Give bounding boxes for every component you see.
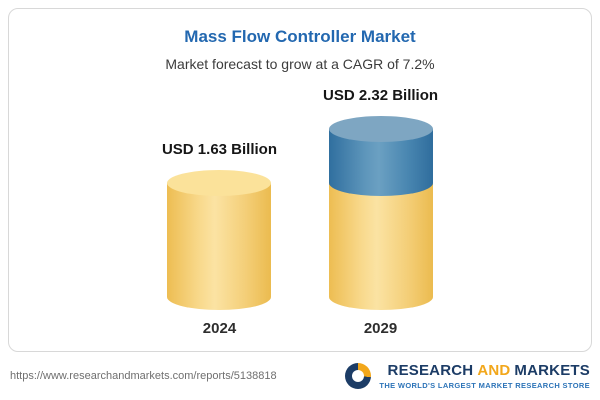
researchandmarkets-logo[interactable]: RESEARCH AND MARKETS THE WORLD'S LARGEST M…	[345, 362, 590, 390]
bar-group-2029: USD 2.32 Billion 2029	[323, 87, 438, 337]
logo-text: RESEARCH AND MARKETS THE WORLD'S LARGEST M…	[379, 362, 590, 390]
category-label-2029: 2029	[363, 320, 398, 337]
value-label-2029: USD 2.32 Billion	[323, 87, 439, 105]
value-label-2024: USD 1.63 Billion	[161, 140, 277, 158]
cylinder-2024	[167, 169, 272, 310]
cylinder-top-cap	[167, 169, 272, 196]
logo-wordmark: RESEARCH AND MARKETS	[379, 362, 590, 379]
growth-segment	[328, 116, 433, 196]
report-url[interactable]: https://www.researchandmarkets.com/repor…	[10, 370, 277, 382]
cylinder-top-cap	[328, 116, 433, 143]
footer: https://www.researchandmarkets.com/repor…	[10, 358, 590, 394]
logo-word-and: AND	[477, 362, 511, 379]
cylinder-2029	[328, 116, 433, 310]
cylinder-body	[167, 182, 272, 310]
category-label-2024: 2024	[202, 320, 237, 337]
chart-area: USD 1.63 Billion 2024 USD 2.32 Billion 2…	[9, 72, 591, 351]
chart-header: Mass Flow Controller Market Market forec…	[9, 9, 591, 72]
base-segment	[328, 182, 433, 310]
bar-group-2024: USD 1.63 Billion 2024	[162, 141, 277, 337]
logo-globe-icon	[345, 363, 372, 389]
chart-title: Mass Flow Controller Market	[184, 27, 416, 46]
logo-tagline: THE WORLD'S LARGEST MARKET RESEARCH STOR…	[379, 381, 590, 390]
chart-subtitle: Market forecast to grow at a CAGR of 7.2…	[165, 56, 435, 72]
logo-word-markets: MARKETS	[514, 362, 590, 379]
chart-card: Mass Flow Controller Market Market forec…	[8, 8, 592, 352]
cylinder-body	[328, 182, 433, 310]
logo-word-research: RESEARCH	[387, 362, 474, 379]
